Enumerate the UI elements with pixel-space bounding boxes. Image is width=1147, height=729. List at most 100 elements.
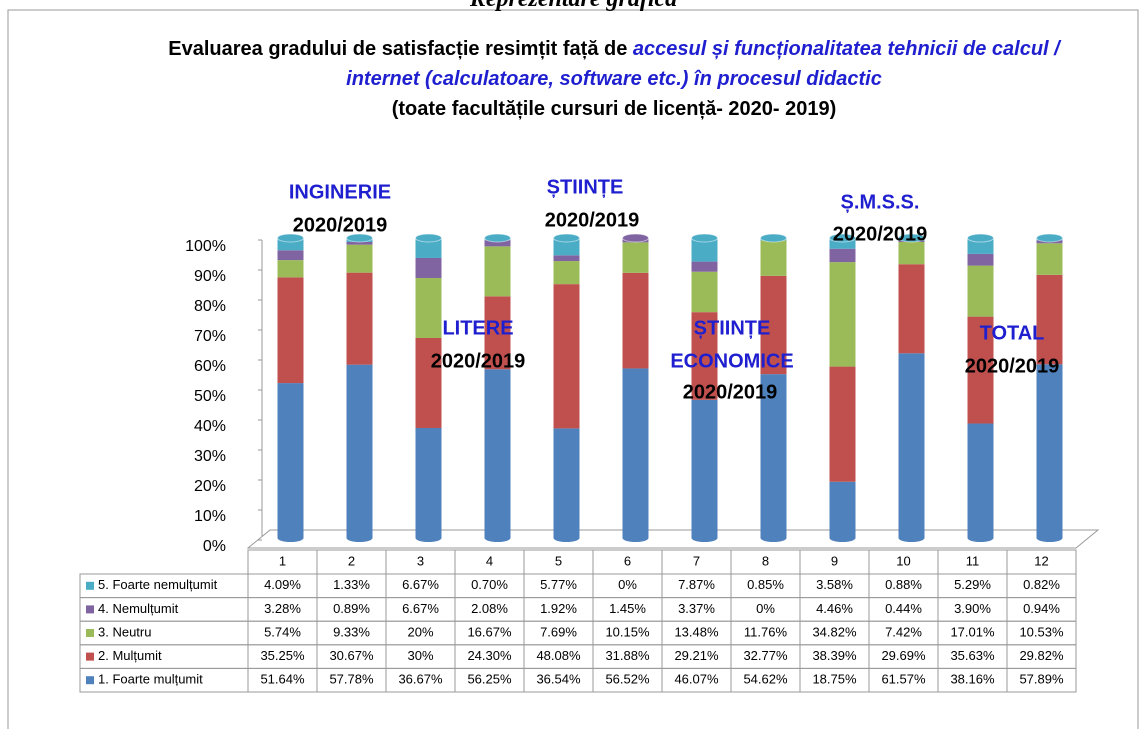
- cylinder-segment: [622, 242, 649, 273]
- cylinder-segment: [967, 253, 994, 266]
- x-tick-label: 4: [486, 553, 493, 568]
- table-value: 0%: [756, 601, 775, 616]
- page-header: Reprezentare grafică: [0, 0, 1147, 13]
- cylinder-segment: [898, 241, 925, 265]
- x-tick-label: 6: [624, 553, 631, 568]
- cylinder-segment: [829, 481, 856, 538]
- table-value: 38.16%: [950, 672, 995, 687]
- table-value: 56.25%: [467, 672, 512, 687]
- table-value: 3.37%: [678, 601, 715, 616]
- cylinder-top: [829, 233, 856, 243]
- cylinder-segment: [277, 250, 304, 261]
- table-value: 11.76%: [744, 624, 788, 639]
- cylinder-segment: [898, 264, 925, 354]
- y-tick-label: 30%: [194, 448, 226, 465]
- y-tick-label: 80%: [194, 298, 226, 315]
- table-value: 0.85%: [747, 577, 784, 592]
- x-tick-label: 1: [279, 553, 286, 568]
- cylinder-top: [484, 233, 511, 243]
- x-tick-label: 7: [693, 553, 700, 568]
- cylinder-top: [691, 233, 718, 243]
- table-value: 2.08%: [471, 601, 508, 616]
- chart-title: Evaluarea gradului de satisfacție resimț…: [164, 34, 1064, 124]
- annotation: ȘTIINȚE: [547, 176, 624, 198]
- legend-label: 1. Foarte mulțumit: [98, 672, 203, 687]
- legend-label: 3. Neutru: [98, 624, 151, 639]
- legend-swatch: [86, 676, 94, 685]
- table-value: 35.25%: [260, 648, 305, 663]
- cylinder-top: [415, 233, 442, 243]
- table-value: 0.94%: [1023, 601, 1060, 616]
- cylinder-segment: [1036, 243, 1063, 275]
- table-value: 7.42%: [885, 624, 922, 639]
- y-tick-label: 90%: [194, 268, 226, 285]
- cylinder-segment: [691, 261, 718, 272]
- y-tick-label: 60%: [194, 358, 226, 375]
- annotation: TOTAL: [980, 322, 1045, 344]
- title-emphasis: accesul și funcționalitatea tehnicii de …: [346, 38, 1060, 90]
- table-value: 0%: [618, 577, 637, 592]
- cylinder-top: [760, 233, 787, 243]
- cylinder-segment: [829, 238, 856, 249]
- cylinder-base: [484, 534, 511, 542]
- cylinder-top: [898, 233, 925, 243]
- cylinder-base: [346, 534, 373, 542]
- cylinder-base: [898, 534, 925, 542]
- table-value: 48.08%: [536, 648, 581, 663]
- table-value: 0.89%: [333, 601, 370, 616]
- table-value: 46.07%: [674, 672, 719, 687]
- table-value: 57.89%: [1019, 672, 1064, 687]
- cylinder-base: [760, 534, 787, 542]
- table-value: 10.15%: [605, 624, 650, 639]
- legend-swatch: [86, 581, 94, 590]
- cylinder-segment: [829, 262, 856, 367]
- cylinder-segment: [967, 423, 994, 538]
- cylinder-segment: [553, 238, 580, 256]
- cylinder-segment: [967, 265, 994, 317]
- cylinder-segment: [553, 255, 580, 262]
- y-tick-label: 10%: [194, 508, 226, 525]
- table-value: 29.82%: [1019, 648, 1064, 663]
- table-value: 7.87%: [678, 577, 715, 592]
- table-value: 4.09%: [264, 577, 301, 592]
- cylinder-base: [829, 534, 856, 542]
- table-value: 1.92%: [540, 601, 577, 616]
- annotation: INGINERIE: [289, 181, 391, 203]
- table-value: 10.53%: [1019, 624, 1064, 639]
- floor: [246, 529, 1100, 549]
- cylinder-base: [277, 534, 304, 542]
- table-value: 16.67%: [467, 624, 512, 639]
- cylinder-base: [415, 534, 442, 542]
- table-value: 18.75%: [812, 672, 857, 687]
- table-value: 1.45%: [609, 601, 646, 616]
- legend-label: 5. Foarte nemulțumit: [98, 577, 218, 592]
- cylinder-segment: [553, 428, 580, 538]
- cylinder-segment: [415, 257, 442, 278]
- annotation: ȘTIINȚE: [694, 317, 771, 339]
- x-tick-label: 8: [762, 553, 769, 568]
- cylinder-segment: [829, 366, 856, 482]
- cylinder-top: [1036, 233, 1063, 243]
- cylinder-top: [553, 233, 580, 243]
- annotation: 2020/2019: [293, 214, 388, 236]
- table-value: 0.44%: [885, 601, 922, 616]
- table-value: 20%: [407, 624, 433, 639]
- table-value: 29.21%: [674, 648, 719, 663]
- cylinder-segment: [898, 353, 925, 538]
- table-value: 0.82%: [1023, 577, 1060, 592]
- cylinder-segment: [691, 399, 718, 538]
- legend-swatch: [86, 605, 94, 614]
- cylinder-top: [277, 233, 304, 243]
- table-value: 35.63%: [950, 648, 995, 663]
- table-value: 3.58%: [816, 577, 853, 592]
- table-value: 30.67%: [329, 648, 374, 663]
- cylinder-segment: [346, 241, 373, 245]
- table-value: 17.01%: [950, 624, 995, 639]
- x-tick-label: 2: [348, 553, 355, 568]
- cylinder-segment: [277, 383, 304, 538]
- annotation: 2020/2019: [833, 223, 928, 245]
- table-value: 5.74%: [264, 624, 301, 639]
- cylinder-segment: [415, 427, 442, 538]
- cylinder-base: [691, 534, 718, 542]
